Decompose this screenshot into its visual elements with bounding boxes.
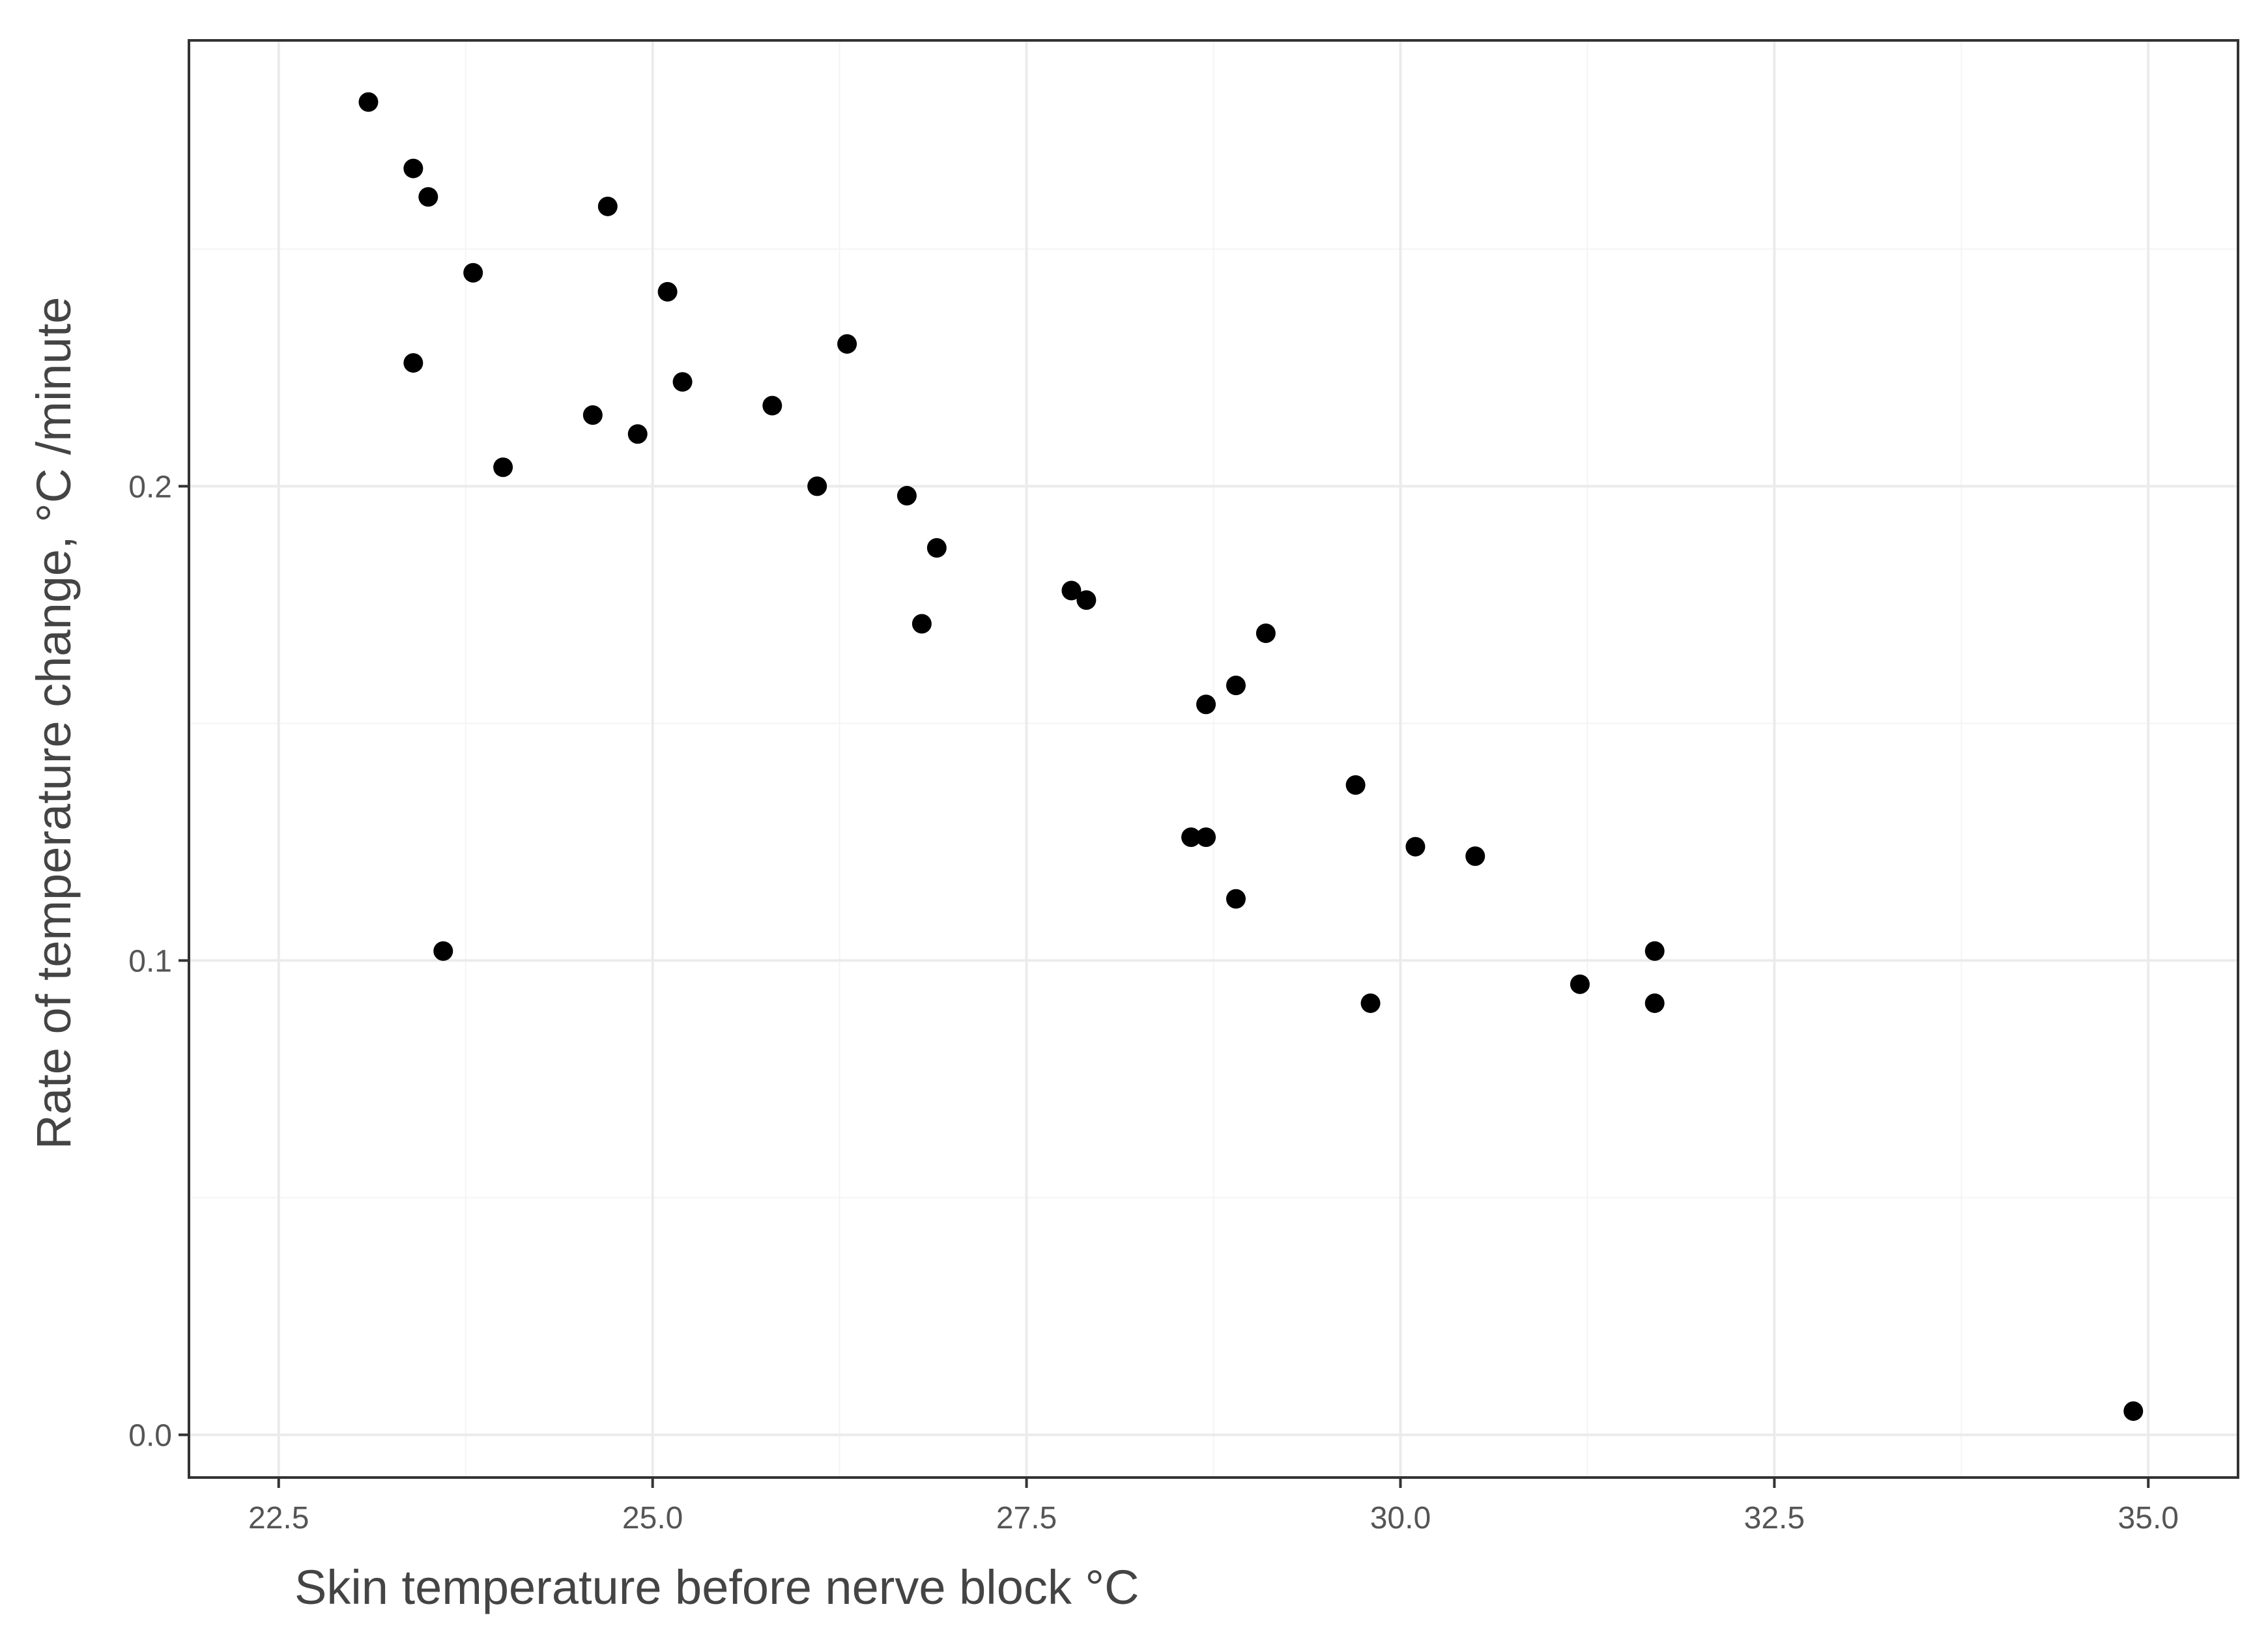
data-point: [926, 538, 947, 558]
y-tick-label: 0.1: [128, 944, 172, 978]
data-point: [1076, 590, 1097, 610]
data-point: [1181, 827, 1201, 848]
x-tick-label: 22.5: [248, 1501, 309, 1535]
data-point: [627, 424, 648, 444]
data-point: [433, 941, 453, 961]
x-axis-title: Skin temperature before nerve block °C: [294, 1560, 1139, 1614]
data-point: [912, 614, 932, 634]
data-point: [1360, 993, 1381, 1013]
data-point: [1061, 580, 1082, 601]
major-gridlines: [189, 40, 2238, 1478]
data-point: [1345, 775, 1366, 795]
data-point: [403, 158, 423, 179]
data-point: [1644, 993, 1665, 1013]
data-point: [897, 485, 917, 506]
data-point: [1256, 623, 1276, 644]
data-point: [463, 263, 483, 283]
data-point: [1465, 846, 1486, 866]
data-point: [403, 353, 423, 373]
minor-gridlines: [189, 40, 2238, 1478]
data-point: [1644, 941, 1665, 961]
x-tick-label: 27.5: [996, 1501, 1057, 1535]
data-point: [597, 196, 618, 216]
data-point: [2123, 1401, 2144, 1421]
data-point: [493, 457, 513, 478]
data-point: [837, 334, 857, 354]
y-tick-label: 0.0: [128, 1418, 172, 1453]
data-point: [1226, 889, 1246, 909]
y-tick-label: 0.2: [128, 470, 172, 504]
data-point: [1196, 694, 1216, 715]
x-axis-ticks: 22.5 25.0 27.5 30.0 32.5 35.0: [248, 1478, 2179, 1535]
y-axis-title: Rate of temperature change, °C /minute: [27, 297, 81, 1150]
data-point: [1570, 974, 1590, 994]
data-point: [762, 395, 782, 416]
data-point: [1226, 676, 1246, 696]
x-tick-label: 35.0: [2118, 1501, 2179, 1535]
data-point: [1196, 827, 1216, 848]
data-point: [672, 372, 693, 392]
data-point: [358, 92, 379, 112]
plot-border: [188, 39, 2239, 1479]
data-points: [358, 92, 2144, 1421]
x-tick-label: 25.0: [622, 1501, 683, 1535]
data-point: [582, 405, 603, 425]
data-point: [418, 187, 438, 207]
y-axis-ticks: 0.0 0.1 0.2: [128, 470, 189, 1453]
data-point: [1405, 836, 1426, 857]
x-tick-label: 32.5: [1744, 1501, 1805, 1535]
data-point: [807, 476, 827, 496]
data-point: [657, 281, 678, 302]
x-tick-label: 30.0: [1370, 1501, 1431, 1535]
